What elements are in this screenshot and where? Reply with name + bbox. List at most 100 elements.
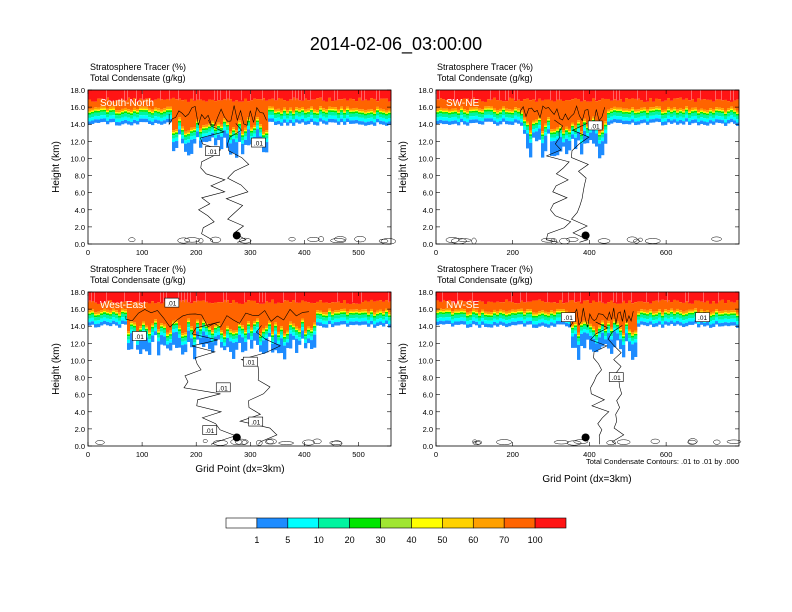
tracer-cell [244,127,248,130]
tracer-cell [475,318,479,322]
contour-blob [302,439,315,446]
tracer-cell [448,99,452,110]
tracer-cell [190,328,194,330]
tracer-cell [553,90,557,102]
tracer-cell [229,99,233,132]
tracer-cell [514,315,518,319]
tracer-cell [640,292,644,302]
y-tick-label: 6.0 [423,189,433,198]
tracer-cell [193,135,197,139]
tracer-cell [511,118,515,122]
tracer-cell [646,101,650,110]
tracer-cell [652,316,656,321]
tracer-cell [295,331,299,336]
tracer-cell [715,314,719,318]
tracer-cell [478,110,482,113]
tracer-cell [547,90,551,100]
tracer-cell [385,310,389,312]
tracer-cell [217,134,221,141]
tracer-cell [166,106,170,110]
tracer-cell [502,292,506,303]
tracer-cell [658,312,662,315]
tracer-cell [151,323,155,326]
tracer-cell [439,113,443,117]
tracer-cell [208,326,212,329]
tracer-cell [157,329,161,332]
tracer-cell [556,130,560,133]
tracer-cell [220,133,224,137]
tracer-cell [439,301,443,309]
colorbar-label: 5 [285,535,290,545]
tracer-cell [610,336,614,340]
panel-label-condensate: Total Condensate (g/kg) [90,275,186,285]
tracer-cell [148,90,152,99]
tracer-cell [631,344,635,360]
tracer-cell [619,119,623,123]
tracer-cell [685,310,689,313]
tracer-streak [547,292,548,303]
tracer-cell [310,292,314,303]
tracer-cell [709,116,713,121]
tracer-streak [250,90,251,101]
tracer-cell [649,90,653,99]
tracer-cell [562,311,566,313]
tracer-cell [109,310,113,313]
tracer-cell [298,108,302,111]
tracer-cell [259,124,263,127]
tracer-cell [661,317,665,321]
tracer-cell [490,324,494,328]
tracer-cell [253,332,257,341]
tracer-cell [634,330,638,333]
tracer-cell [709,108,713,111]
tracer-cell [718,119,722,123]
tracer-cell [469,107,473,110]
tracer-cell [634,342,638,357]
tracer-cell [385,118,389,123]
tracer-cell [571,131,575,135]
tracer-cell [511,111,515,113]
tracer-cell [553,316,557,320]
tracer-cell [490,108,494,110]
tracer-cell [442,120,446,125]
tracer-cell [187,135,191,140]
y-tick-label: 4.0 [423,408,433,417]
x-tick-label: 0 [86,450,90,459]
tracer-cell [547,120,551,123]
tracer-cell [532,120,536,123]
tracer-cell [229,331,233,333]
tracer-cell [436,108,440,111]
y-tick-label: 10.0 [418,356,433,365]
tracer-cell [211,333,215,336]
tracer-cell [535,321,539,325]
tracer-cell [676,112,680,115]
tracer-cell [223,90,227,100]
tracer-cell [586,133,590,137]
tracer-cell [694,101,698,108]
tracer-cell [526,301,530,310]
tracer-cell [679,322,683,326]
tracer-cell [463,311,467,313]
tracer-cell [271,334,275,336]
tracer-cell [289,321,293,324]
tracer-cell [646,121,650,125]
tracer-cell [535,122,539,125]
tracer-cell [715,90,719,100]
tracer-cell [286,122,290,126]
tracer-cell [346,316,350,320]
tracer-cell [442,113,446,118]
tracer-cell [451,108,455,111]
tracer-cell [541,100,545,132]
tracer-cell [196,331,200,340]
tracer-cell [502,106,506,109]
tracer-streak [580,292,581,303]
tracer-streak [106,90,107,101]
tracer-cell [241,337,245,353]
tracer-cell [502,310,506,313]
tracer-cell [640,321,644,325]
tracer-streak [106,292,107,303]
tracer-cell [478,300,482,313]
tracer-cell [166,301,170,333]
tracer-cell [202,130,206,134]
tracer-cell [490,301,494,313]
tracer-cell [175,131,179,133]
